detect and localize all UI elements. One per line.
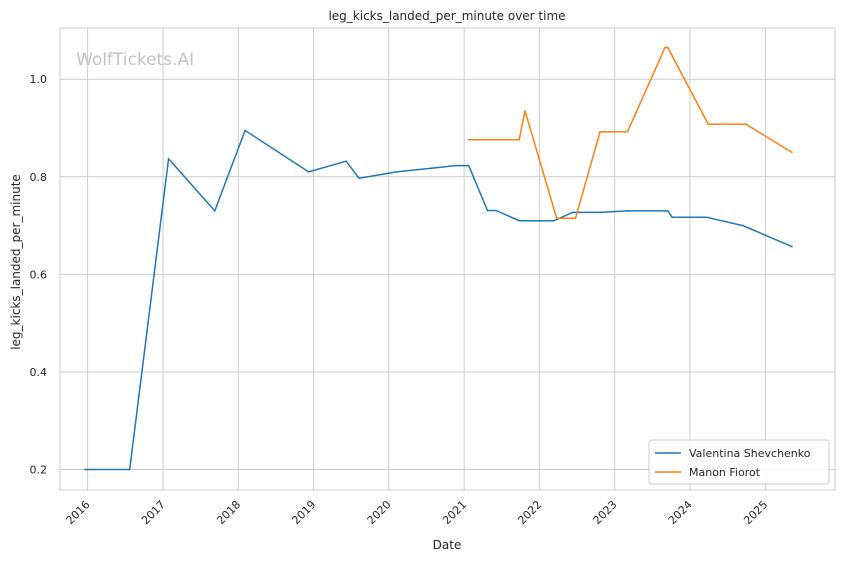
data-point-valentina-shevchenko [495, 209, 497, 212]
data-point-valentina-shevchenko [395, 171, 398, 173]
plot-area [59, 27, 836, 491]
data-point-valentina-shevchenko [214, 210, 216, 212]
legend: Valentina Shevchenko Manon Fiorot [648, 439, 830, 485]
data-point-manon-fiorot [664, 46, 666, 49]
x-tick-label: 2018 [214, 498, 243, 527]
data-point-valentina-shevchenko [791, 245, 793, 248]
legend-label-valentina-shevchenko: Valentina Shevchenko [689, 447, 811, 460]
data-point-valentina-shevchenko [128, 468, 131, 471]
x-tick-label: 2023 [591, 498, 620, 527]
data-point-manon-fiorot [745, 123, 747, 125]
y-axis-label: leg_kicks_landed_per_minute [9, 174, 23, 350]
data-point-valentina-shevchenko [518, 219, 520, 222]
watermark: WolfTickets.AI [76, 50, 194, 70]
x-tick-label: 2017 [139, 498, 168, 527]
data-point-valentina-shevchenko [599, 211, 601, 214]
data-point-valentina-shevchenko [671, 216, 673, 219]
x-tick-label: 2022 [515, 498, 544, 527]
x-tick-label: 2024 [666, 498, 695, 527]
data-point-valentina-shevchenko [244, 129, 246, 132]
data-point-manon-fiorot [524, 110, 526, 112]
data-point-valentina-shevchenko [571, 211, 574, 214]
y-tick-label: 0.2 [30, 464, 48, 477]
data-point-valentina-shevchenko [454, 164, 457, 167]
x-tick-label: 2025 [741, 498, 770, 527]
data-point-manon-fiorot [574, 217, 577, 220]
series-line-manon-fiorot [468, 46, 793, 220]
data-point-manon-fiorot [791, 151, 793, 154]
data-point-manon-fiorot [555, 217, 558, 220]
y-tick-label: 0.4 [30, 366, 48, 379]
legend-frame [648, 439, 830, 485]
data-point-manon-fiorot [667, 46, 669, 49]
data-point-valentina-shevchenko [84, 468, 86, 471]
data-point-manon-fiorot [467, 138, 470, 141]
data-point-valentina-shevchenko [626, 210, 629, 212]
y-tick-label: 1.0 [30, 73, 48, 86]
x-axis-label: Date [433, 538, 462, 552]
series-layer [84, 46, 793, 471]
data-point-manon-fiorot [599, 131, 601, 133]
data-point-valentina-shevchenko [345, 160, 347, 162]
data-point-valentina-shevchenko [167, 157, 170, 160]
data-point-manon-fiorot [707, 123, 709, 125]
series-line-valentina-shevchenko [84, 129, 793, 471]
legend-label-manon-fiorot: Manon Fiorot [689, 466, 761, 479]
data-point-valentina-shevchenko [358, 177, 360, 180]
data-point-valentina-shevchenko [486, 209, 489, 212]
y-tick-label: 0.8 [30, 171, 48, 184]
y-tick-label: 0.6 [30, 268, 48, 281]
data-point-manon-fiorot [626, 131, 629, 133]
data-point-valentina-shevchenko [553, 219, 555, 222]
x-axis-ticks: 2016 2017 2018 2019 2020 2021 2022 2023 2024 2025 [64, 498, 771, 527]
grid [60, 28, 835, 490]
x-tick-label: 2016 [64, 498, 93, 527]
chart-title: leg_kicks_landed_per_minute over time [328, 9, 565, 23]
data-point-valentina-shevchenko [467, 164, 470, 167]
data-point-valentina-shevchenko [307, 171, 310, 173]
data-point-manon-fiorot [518, 138, 520, 141]
data-point-valentina-shevchenko [706, 216, 708, 219]
x-tick-label: 2021 [440, 498, 469, 527]
x-tick-label: 2019 [289, 498, 318, 527]
x-tick-label: 2020 [365, 498, 394, 527]
data-point-valentina-shevchenko [742, 224, 744, 227]
data-point-valentina-shevchenko [667, 210, 669, 212]
y-axis-ticks: 0.2 0.4 0.6 0.8 1.0 [30, 73, 48, 476]
